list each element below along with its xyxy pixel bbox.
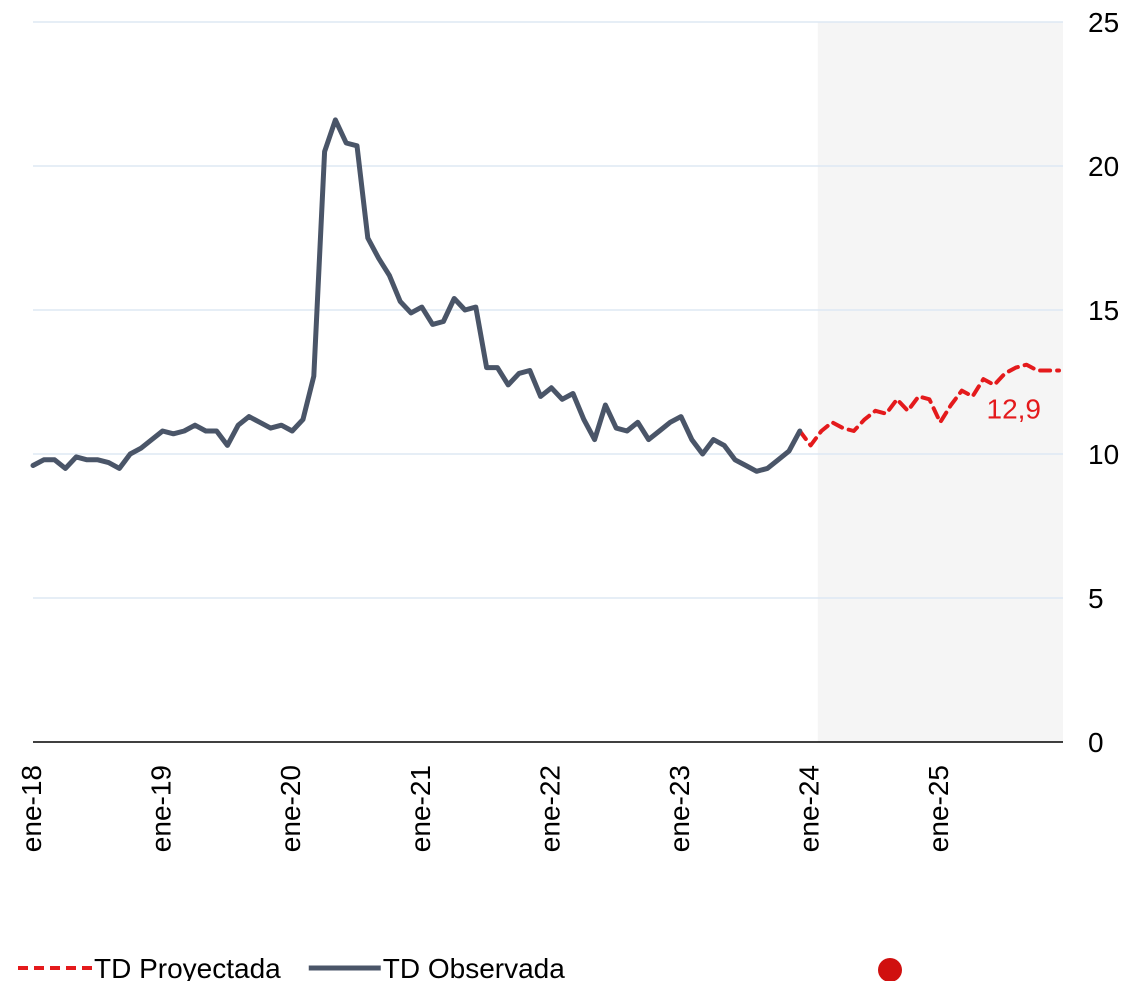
- legend-label: TD Proyectada: [94, 953, 281, 981]
- marker-dot: [878, 958, 902, 982]
- legend-label: TD Observada: [383, 953, 565, 981]
- data-label: 12,9: [987, 393, 1042, 424]
- x-tick-label: ene-19: [146, 765, 177, 852]
- y-tick-label: 0: [1088, 727, 1104, 758]
- x-tick-label: ene-21: [405, 765, 436, 852]
- x-tick-label: ene-23: [664, 765, 695, 852]
- y-tick-label: 5: [1088, 583, 1104, 614]
- series-line: [797, 362, 1061, 448]
- x-tick-label: ene-18: [16, 765, 47, 852]
- x-tick-label: ene-20: [275, 765, 306, 852]
- x-tick-label: ene-24: [794, 765, 825, 852]
- y-tick-label: 15: [1088, 295, 1119, 326]
- y-tick-label: 20: [1088, 151, 1119, 182]
- series-line: [30, 117, 803, 474]
- y-tick-label: 10: [1088, 439, 1119, 470]
- projection-shade: [817, 22, 1063, 742]
- y-tick-label: 25: [1088, 7, 1119, 38]
- x-tick-label: ene-25: [923, 765, 954, 852]
- x-tick-label: ene-22: [534, 765, 565, 852]
